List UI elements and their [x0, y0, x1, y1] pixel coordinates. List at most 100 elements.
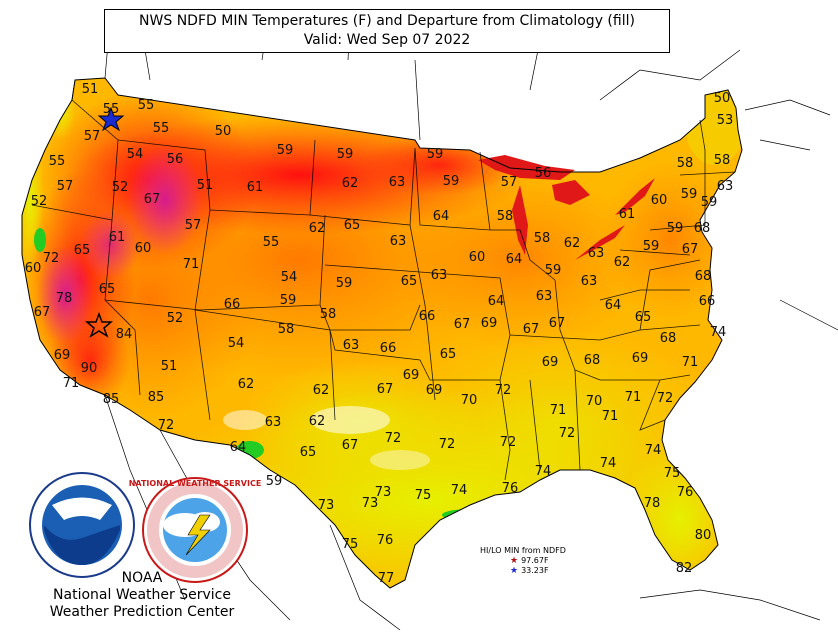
noaa-logo-text: NOAA	[61, 504, 103, 519]
station-value: 62	[238, 377, 255, 392]
station-value: 71	[625, 390, 642, 405]
station-value: 73	[318, 498, 335, 513]
station-value: 75	[664, 466, 681, 481]
low-min-star	[97, 106, 125, 132]
station-value: 72	[158, 418, 175, 433]
great-lakes	[478, 155, 655, 260]
station-value: 51	[82, 82, 99, 97]
station-value: 54	[281, 270, 298, 285]
station-value: 67	[377, 382, 394, 397]
station-value: 72	[385, 431, 402, 446]
station-value: 75	[342, 537, 359, 552]
station-value: 60	[25, 261, 42, 276]
station-value: 64	[488, 294, 505, 309]
station-value: 54	[228, 336, 245, 351]
station-value: 57	[84, 129, 101, 144]
station-value: 57	[501, 175, 518, 190]
station-value: 56	[167, 152, 184, 167]
station-value: 73	[375, 485, 392, 500]
station-value: 70	[586, 394, 603, 409]
station-value: 55	[263, 235, 280, 250]
station-value: 65	[440, 347, 457, 362]
station-value: 85	[148, 390, 165, 405]
station-value: 58	[534, 231, 551, 246]
station-value: 57	[57, 179, 74, 194]
station-value: 72	[559, 426, 576, 441]
station-value: 60	[135, 241, 152, 256]
station-value: 64	[230, 440, 247, 455]
station-value: 64	[506, 252, 523, 267]
station-value: 67	[144, 192, 161, 207]
station-value: 63	[265, 415, 282, 430]
station-value: 65	[300, 445, 317, 460]
station-value: 69	[54, 348, 71, 363]
station-value: 71	[63, 376, 80, 391]
station-value: 90	[81, 361, 98, 376]
station-value: 52	[112, 180, 129, 195]
station-value: 62	[614, 255, 631, 270]
station-value: 53	[717, 113, 734, 128]
station-value: 55	[103, 102, 120, 117]
station-value: 63	[390, 234, 407, 249]
station-value: 74	[710, 325, 727, 340]
station-value: 59	[280, 293, 297, 308]
station-value: 63	[581, 274, 598, 289]
station-value: 65	[635, 310, 652, 325]
station-value: 59	[337, 147, 354, 162]
station-value: 73	[362, 496, 379, 511]
station-value: 76	[677, 485, 694, 500]
station-value: 62	[342, 176, 359, 191]
station-value: 71	[550, 403, 567, 418]
station-value: 69	[403, 368, 420, 383]
station-value: 67	[549, 316, 566, 331]
station-value: 67	[342, 438, 359, 453]
station-value: 72	[500, 435, 517, 450]
station-value: 58	[278, 322, 295, 337]
station-value: 55	[153, 121, 170, 136]
station-value: 65	[74, 243, 91, 258]
station-value: 67	[454, 317, 471, 332]
station-value: 58	[714, 153, 731, 168]
station-value: 63	[431, 268, 448, 283]
station-value: 72	[657, 391, 674, 406]
station-value: 58	[677, 156, 694, 171]
station-value: 71	[602, 409, 619, 424]
station-value: 68	[695, 269, 712, 284]
station-value: 51	[161, 359, 178, 374]
station-value: 68	[660, 331, 677, 346]
legend-low-row: ★ 33.23F	[480, 566, 566, 576]
hi-lo-legend: HI/LO MIN from NDFD ★ 97.67F ★ 33.23F	[480, 546, 566, 576]
station-value: 74	[535, 464, 552, 479]
station-value: 68	[694, 221, 711, 236]
station-value: 71	[682, 355, 699, 370]
station-value: 54	[127, 147, 144, 162]
station-value: 65	[99, 282, 116, 297]
station-value: 63	[536, 289, 553, 304]
station-value: 63	[389, 175, 406, 190]
station-value: 55	[138, 98, 155, 113]
station-value: 59	[266, 474, 283, 489]
station-value: 71	[183, 257, 200, 272]
station-value: 58	[497, 209, 514, 224]
nws-ring-text: NATIONAL WEATHER SERVICE	[129, 479, 262, 488]
station-value: 72	[439, 437, 456, 452]
high-min-star	[84, 311, 114, 338]
station-value: 60	[469, 250, 486, 265]
station-value: 58	[320, 307, 337, 322]
station-value: 66	[699, 294, 716, 309]
us-outline	[21, 77, 743, 589]
station-value: 75	[415, 488, 432, 503]
station-value: 65	[344, 218, 361, 233]
station-value: 62	[309, 221, 326, 236]
legend-low-value: 33.23F	[521, 566, 549, 575]
station-value: 63	[343, 338, 360, 353]
state-borders	[31, 79, 736, 481]
station-value: 74	[600, 456, 617, 471]
station-value: 51	[197, 178, 214, 193]
title-line-2: Valid: Wed Sep 07 2022	[303, 32, 471, 48]
station-value: 67	[34, 305, 51, 320]
station-value: 61	[109, 230, 126, 245]
station-value: 50	[714, 91, 731, 106]
